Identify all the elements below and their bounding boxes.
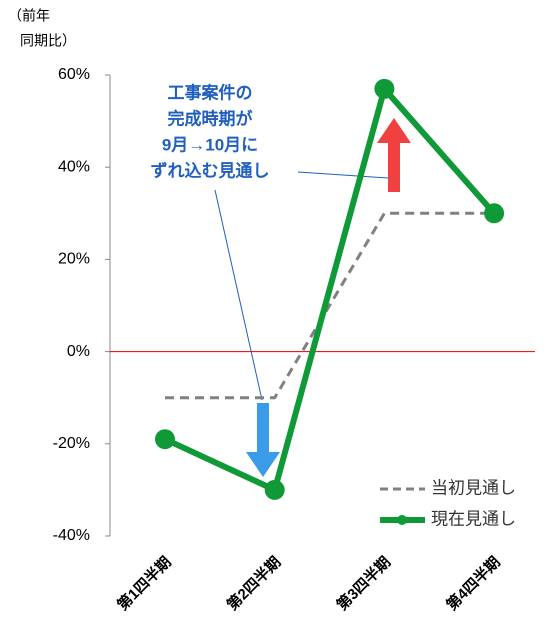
point — [264, 479, 285, 500]
point — [374, 78, 395, 99]
series-line — [165, 211, 495, 400]
y-tick-label: 40% — [58, 158, 90, 175]
leader-line — [214, 189, 263, 401]
y-axis-title: （前年 — [8, 8, 50, 24]
series-line — [163, 85, 497, 493]
y-tick-label: -20% — [53, 435, 90, 452]
legend-label: 当初見通し — [431, 478, 516, 497]
annotation: 9月→10月に — [162, 135, 258, 154]
y-tick-label: 0% — [67, 343, 90, 360]
y-tick-label: -40% — [53, 527, 90, 544]
annotation: ずれ込む見通し — [151, 161, 270, 180]
x-tick-label: 第1四半期 — [114, 553, 175, 614]
x-tick-label: 第4四半期 — [443, 553, 504, 614]
y-axis-title: 同期比） — [20, 33, 76, 49]
y-tick-label: 60% — [58, 66, 90, 83]
x-tick-label: 第3四半期 — [333, 553, 394, 614]
annotation: 完成時期が — [168, 108, 253, 128]
legend-label: 現在見通し — [431, 509, 516, 528]
x-tick-label: 第2四半期 — [223, 553, 284, 614]
point — [484, 203, 505, 224]
y-tick-label: 20% — [58, 251, 90, 268]
annotation: 工事案件の — [168, 82, 253, 102]
leader-line — [297, 171, 389, 179]
up-arrow — [377, 118, 411, 192]
point — [155, 429, 175, 450]
legend-marker — [397, 515, 407, 525]
down-arrow — [246, 403, 280, 477]
